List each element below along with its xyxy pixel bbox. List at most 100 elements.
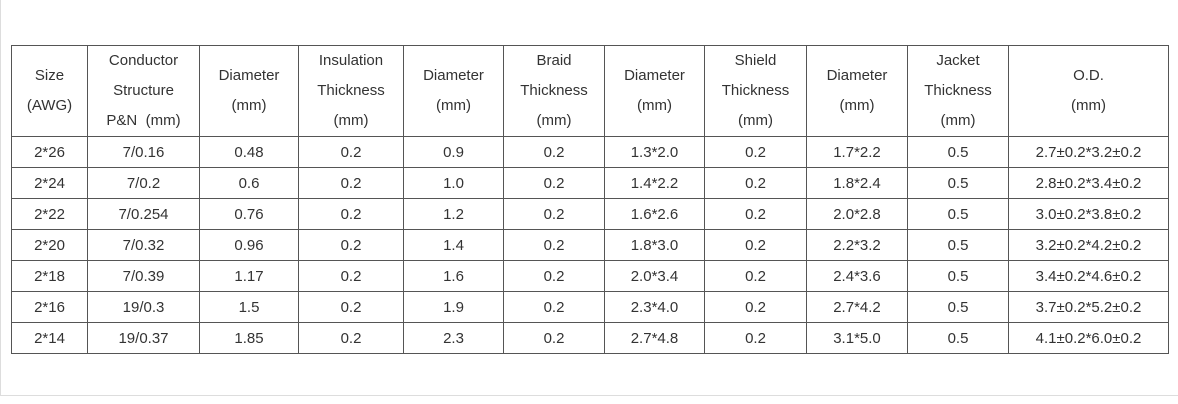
cell: 3.2±0.2*4.2±0.2 (1008, 229, 1169, 261)
cell: 0.2 (704, 198, 807, 230)
cell: 7/0.254 (87, 198, 200, 230)
header-cell: Diameter (mm) (199, 45, 299, 137)
cell: 0.2 (503, 291, 605, 323)
cell: 0.2 (298, 136, 404, 168)
cell: 0.5 (907, 198, 1009, 230)
cell: 0.96 (199, 229, 299, 261)
cell: 19/0.3 (87, 291, 200, 323)
cell: 1.8*3.0 (604, 229, 705, 261)
header-row: Size (AWG) Conductor Structure P&N (mm) Diame… (11, 45, 1169, 137)
cell: 1.0 (403, 167, 504, 199)
header-text: (mm) (1071, 97, 1106, 114)
header-text: P&N (mm) (106, 112, 181, 129)
cell: 7/0.39 (87, 260, 200, 292)
data-row: 2*22 7/0.254 0.76 0.2 1.2 0.2 1.6*2.6 0.2 2.0*2.… (11, 198, 1169, 230)
cell: 0.2 (704, 229, 807, 261)
header-text: Braid (536, 52, 572, 69)
cell: 2.0*2.8 (806, 198, 908, 230)
frame-edge (0, 395, 1178, 396)
cell: 1.85 (199, 322, 299, 354)
header-text: Structure (113, 82, 174, 99)
table-body: 2*26 7/0.16 0.48 0.2 0.9 0.2 1.3*2.0 0.2 1.7*2.2… (11, 136, 1169, 354)
cell: 4.1±0.2*6.0±0.2 (1008, 322, 1169, 354)
data-row: 2*18 7/0.39 1.17 0.2 1.6 0.2 2.0*3.4 0.2 2.4*3.6… (11, 260, 1169, 292)
data-row: 2*14 19/0.37 1.85 0.2 2.3 0.2 2.7*4.8 0.2 3.1*5.… (11, 322, 1169, 354)
cell: 1.8*2.4 (806, 167, 908, 199)
cell: 0.2 (298, 198, 404, 230)
cell: 0.5 (907, 291, 1009, 323)
cell: 0.9 (403, 136, 504, 168)
cell: 1.2 (403, 198, 504, 230)
header-cell: Diameter (mm) (806, 45, 908, 137)
cell: 2.8±0.2*3.4±0.2 (1008, 167, 1169, 199)
cell: 0.2 (503, 198, 605, 230)
cell: 0.2 (704, 322, 807, 354)
cell: 2*22 (11, 198, 88, 230)
data-row: 2*24 7/0.2 0.6 0.2 1.0 0.2 1.4*2.2 0.2 1.8*2.4 0.… (11, 167, 1169, 199)
cell: 0.2 (704, 291, 807, 323)
cell: 2.3 (403, 322, 504, 354)
cell: 0.2 (298, 229, 404, 261)
data-row: 2*26 7/0.16 0.48 0.2 0.9 0.2 1.3*2.0 0.2 1.7*2.2… (11, 136, 1169, 168)
cell: 0.5 (907, 167, 1009, 199)
header-cell: Diameter (mm) (403, 45, 504, 137)
header-text: Thickness (317, 82, 385, 99)
header-cell: Size (AWG) (11, 45, 88, 137)
header-text: (mm) (637, 97, 672, 114)
cell: 0.2 (503, 136, 605, 168)
cell: 2*16 (11, 291, 88, 323)
cell: 2.0*3.4 (604, 260, 705, 292)
cell: 7/0.2 (87, 167, 200, 199)
cell: 1.9 (403, 291, 504, 323)
header-text: (mm) (231, 97, 267, 114)
spec-table: Size (AWG) Conductor Structure P&N (mm) Diame… (11, 45, 1169, 354)
header-text: Thickness (924, 82, 992, 99)
cell: 0.5 (907, 229, 1009, 261)
header-text: Size (34, 67, 65, 84)
header-text: (AWG) (26, 97, 73, 114)
header-cell: Braid Thickness (mm) (503, 45, 605, 137)
header-text: (mm) (333, 112, 369, 129)
cell: 0.2 (704, 136, 807, 168)
cell: 0.2 (503, 229, 605, 261)
cell: 0.76 (199, 198, 299, 230)
cell: 3.7±0.2*5.2±0.2 (1008, 291, 1169, 323)
cell: 0.2 (503, 167, 605, 199)
header-cell: Conductor Structure P&N (mm) (87, 45, 200, 137)
cell: 2.2*3.2 (806, 229, 908, 261)
cell: 7/0.16 (87, 136, 200, 168)
data-row: 2*20 7/0.32 0.96 0.2 1.4 0.2 1.8*3.0 0.2 2.2*3.2… (11, 229, 1169, 261)
data-row: 2*16 19/0.3 1.5 0.2 1.9 0.2 2.3*4.0 0.2 2.7*4.2 0… (11, 291, 1169, 323)
cell: 2.4*3.6 (806, 260, 908, 292)
cell: 1.7*2.2 (806, 136, 908, 168)
header-cell: Diameter (mm) (604, 45, 705, 137)
cell: 0.2 (298, 291, 404, 323)
cell: 0.2 (503, 322, 605, 354)
cell: 2*18 (11, 260, 88, 292)
cell: 3.4±0.2*4.6±0.2 (1008, 260, 1169, 292)
cell: 3.0±0.2*3.8±0.2 (1008, 198, 1169, 230)
cell: 19/0.37 (87, 322, 200, 354)
header-text: Diameter (624, 67, 685, 84)
cell: 1.4 (403, 229, 504, 261)
header-text: Thickness (721, 82, 790, 99)
header-text: Insulation (318, 52, 384, 69)
cell: 2*20 (11, 229, 88, 261)
header-text: O.D. (1073, 67, 1104, 84)
cell: 2.3*4.0 (604, 291, 705, 323)
cell: 2.7*4.8 (604, 322, 705, 354)
cell: 0.5 (907, 322, 1009, 354)
header-cell: Insulation Thickness (mm) (298, 45, 404, 137)
header-cell: Jacket Thickness (mm) (907, 45, 1009, 137)
header-text: Shield (734, 52, 777, 69)
cell: 2.7*4.2 (806, 291, 908, 323)
header-text: Diameter (423, 67, 484, 84)
header-text: Diameter (218, 67, 280, 84)
cell: 2*24 (11, 167, 88, 199)
cell: 1.17 (199, 260, 299, 292)
cell: 0.2 (298, 322, 404, 354)
header-text: Thickness (520, 82, 588, 99)
header-text: Diameter (826, 67, 888, 84)
cell: 1.3*2.0 (604, 136, 705, 168)
